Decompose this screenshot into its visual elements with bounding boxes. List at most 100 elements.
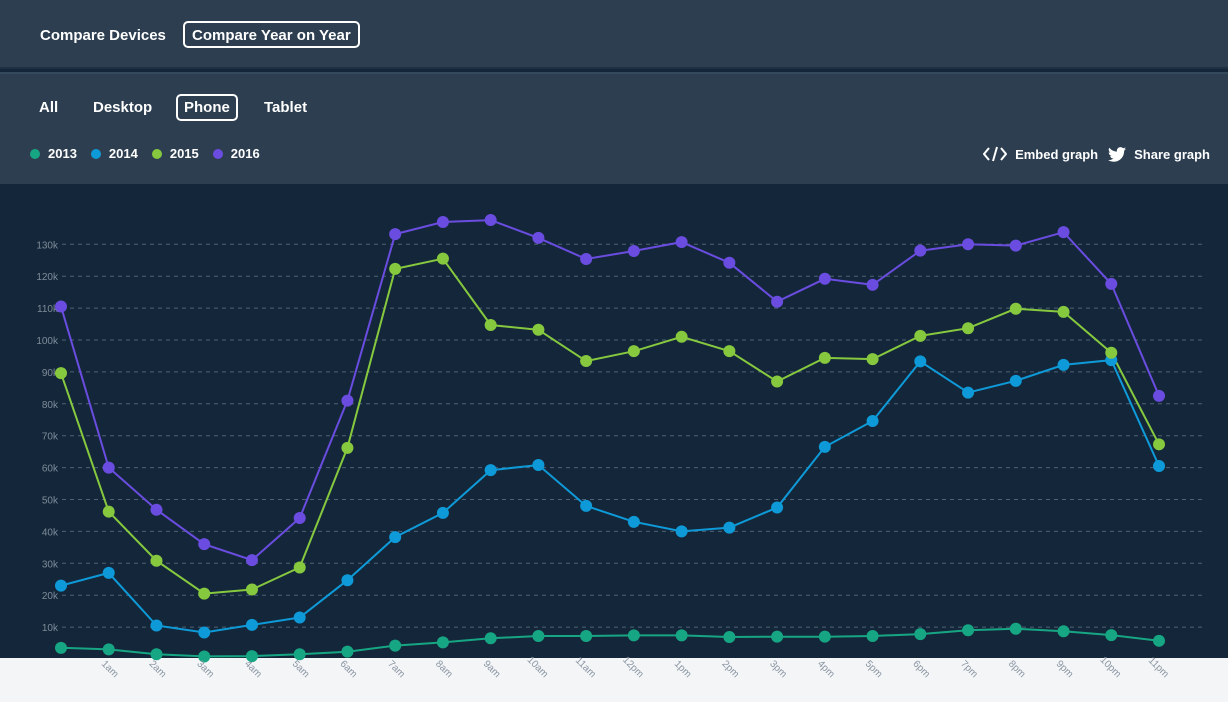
data-point-2016[interactable]: [436, 215, 449, 228]
data-point-2013[interactable]: [914, 628, 927, 641]
data-point-2015[interactable]: [293, 561, 306, 574]
data-point-2014[interactable]: [675, 525, 688, 538]
data-point-2016[interactable]: [1009, 239, 1022, 252]
data-point-2015[interactable]: [484, 319, 497, 332]
data-point-2013[interactable]: [962, 624, 975, 637]
data-point-2015[interactable]: [1105, 346, 1118, 359]
data-point-2016[interactable]: [675, 236, 688, 249]
data-point-2014[interactable]: [55, 579, 67, 592]
data-point-2014[interactable]: [293, 611, 306, 624]
data-point-2015[interactable]: [1009, 302, 1022, 315]
data-point-2016[interactable]: [866, 278, 879, 291]
data-point-2013[interactable]: [580, 630, 593, 643]
data-point-2015[interactable]: [198, 587, 211, 600]
data-point-2013[interactable]: [771, 630, 784, 643]
data-point-2013[interactable]: [723, 630, 736, 643]
data-point-2015[interactable]: [245, 583, 258, 596]
data-point-2015[interactable]: [55, 367, 67, 380]
data-point-2014[interactable]: [1057, 358, 1070, 371]
data-point-2016[interactable]: [914, 244, 927, 257]
tab-phone[interactable]: Phone: [176, 94, 238, 121]
compare-year-on-year-tab[interactable]: Compare Year on Year: [183, 21, 360, 48]
data-point-2016[interactable]: [962, 238, 975, 251]
data-point-2014[interactable]: [771, 501, 784, 514]
data-point-2015[interactable]: [627, 345, 640, 358]
data-point-2016[interactable]: [580, 252, 593, 265]
data-point-2016[interactable]: [198, 538, 211, 551]
data-point-2015[interactable]: [102, 505, 115, 518]
data-point-2013[interactable]: [866, 630, 879, 643]
data-point-2015[interactable]: [962, 322, 975, 335]
data-point-2014[interactable]: [436, 506, 449, 519]
data-point-2014[interactable]: [102, 566, 115, 579]
data-point-2015[interactable]: [1153, 438, 1166, 451]
data-point-2013[interactable]: [245, 650, 258, 663]
data-point-2013[interactable]: [341, 645, 354, 658]
data-point-2014[interactable]: [484, 464, 497, 477]
tab-all[interactable]: All: [39, 99, 59, 116]
tab-desktop[interactable]: Desktop: [93, 99, 153, 116]
data-point-2014[interactable]: [723, 521, 736, 534]
data-point-2016[interactable]: [55, 300, 67, 313]
data-point-2013[interactable]: [627, 629, 640, 642]
data-point-2015[interactable]: [1057, 305, 1070, 318]
data-point-2016[interactable]: [293, 512, 306, 525]
tab-tablet[interactable]: Tablet: [264, 99, 308, 116]
data-point-2016[interactable]: [1153, 389, 1166, 402]
data-point-2013[interactable]: [818, 630, 831, 643]
data-point-2016[interactable]: [1105, 277, 1118, 290]
data-point-2014[interactable]: [962, 386, 975, 399]
data-point-2013[interactable]: [675, 629, 688, 642]
data-point-2016[interactable]: [150, 503, 163, 516]
data-point-2015[interactable]: [866, 353, 879, 366]
data-point-2013[interactable]: [1153, 634, 1166, 647]
data-point-2015[interactable]: [436, 252, 449, 265]
data-point-2015[interactable]: [723, 345, 736, 358]
data-point-2013[interactable]: [1009, 622, 1022, 635]
data-point-2016[interactable]: [102, 461, 115, 474]
data-point-2015[interactable]: [580, 355, 593, 368]
data-point-2016[interactable]: [818, 272, 831, 285]
data-point-2015[interactable]: [150, 554, 163, 567]
data-point-2013[interactable]: [532, 630, 545, 643]
data-point-2014[interactable]: [341, 574, 354, 587]
data-point-2015[interactable]: [914, 329, 927, 342]
data-point-2016[interactable]: [484, 214, 497, 227]
data-point-2013[interactable]: [55, 641, 67, 654]
compare-devices-tab[interactable]: Compare Devices: [40, 27, 166, 44]
data-point-2014[interactable]: [198, 626, 211, 639]
data-point-2014[interactable]: [389, 531, 402, 544]
data-point-2016[interactable]: [532, 231, 545, 244]
data-point-2016[interactable]: [389, 228, 402, 241]
data-point-2016[interactable]: [771, 295, 784, 308]
data-point-2015[interactable]: [389, 262, 402, 275]
data-point-2013[interactable]: [484, 632, 497, 645]
data-point-2016[interactable]: [1057, 226, 1070, 239]
legend-item-2014[interactable]: 2014: [90, 146, 138, 161]
data-point-2014[interactable]: [150, 619, 163, 632]
data-point-2014[interactable]: [1009, 374, 1022, 387]
data-point-2016[interactable]: [723, 256, 736, 269]
data-point-2016[interactable]: [245, 554, 258, 567]
data-point-2013[interactable]: [102, 643, 115, 656]
data-point-2013[interactable]: [150, 648, 163, 661]
data-point-2016[interactable]: [627, 244, 640, 257]
legend-item-2013[interactable]: 2013: [30, 146, 77, 161]
data-point-2014[interactable]: [627, 515, 640, 528]
data-point-2015[interactable]: [341, 441, 354, 454]
share-graph-button[interactable]: Share graph: [1108, 147, 1210, 162]
data-point-2013[interactable]: [436, 636, 449, 649]
legend-item-2015[interactable]: 2015: [151, 146, 199, 161]
data-point-2013[interactable]: [198, 650, 211, 663]
data-point-2015[interactable]: [675, 330, 688, 343]
data-point-2015[interactable]: [818, 351, 831, 364]
data-point-2015[interactable]: [532, 323, 545, 336]
data-point-2013[interactable]: [1057, 625, 1070, 638]
data-point-2014[interactable]: [818, 440, 831, 453]
embed-graph-button[interactable]: Embed graph: [983, 146, 1098, 162]
data-point-2014[interactable]: [245, 618, 258, 631]
data-point-2014[interactable]: [532, 459, 545, 472]
data-point-2013[interactable]: [293, 648, 306, 661]
data-point-2014[interactable]: [580, 499, 593, 512]
data-point-2016[interactable]: [341, 394, 354, 407]
